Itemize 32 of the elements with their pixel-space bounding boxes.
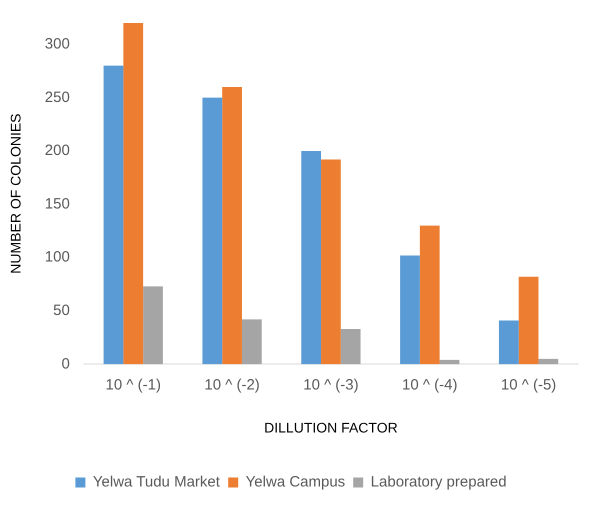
x-tick-label: 10 ^ (-2): [204, 376, 260, 394]
bar: [538, 358, 558, 364]
bar: [400, 255, 420, 364]
legend-label: Yelwa Campus: [246, 474, 346, 491]
y-tick-label: 50: [53, 302, 70, 320]
x-tick-label: 10 ^ (-1): [106, 376, 161, 394]
y-tick-label: 200: [44, 142, 70, 160]
bar: [420, 226, 440, 364]
bar: [440, 360, 460, 364]
bar: [104, 66, 124, 364]
x-tick-label: 10 ^ (-4): [402, 376, 458, 394]
y-axis-title: NUMBER OF COLONIES: [7, 113, 24, 274]
legend-label: Laboratory prepared: [370, 474, 507, 491]
y-tick-label: 100: [44, 248, 70, 266]
bar: [202, 98, 222, 364]
bar: [242, 319, 262, 364]
bar: [123, 23, 144, 364]
x-axis-title: DILLUTION FACTOR: [264, 419, 398, 436]
bar: [143, 286, 163, 364]
y-tick-label: 150: [44, 195, 70, 212]
bar: [321, 159, 341, 364]
bar: [518, 276, 538, 364]
bar: [498, 320, 519, 364]
legend-label: Yelwa Tudu Market: [92, 474, 221, 491]
x-tick-label: 10 ^ (-3): [303, 376, 359, 394]
bar: [222, 86, 242, 364]
bar: [301, 150, 322, 364]
y-tick-label: 0: [61, 355, 70, 372]
bar: [340, 329, 361, 364]
y-tick-label: 300: [44, 35, 70, 52]
x-tick-label: 10 ^ (-5): [500, 376, 556, 394]
y-tick-label: 250: [44, 88, 70, 106]
